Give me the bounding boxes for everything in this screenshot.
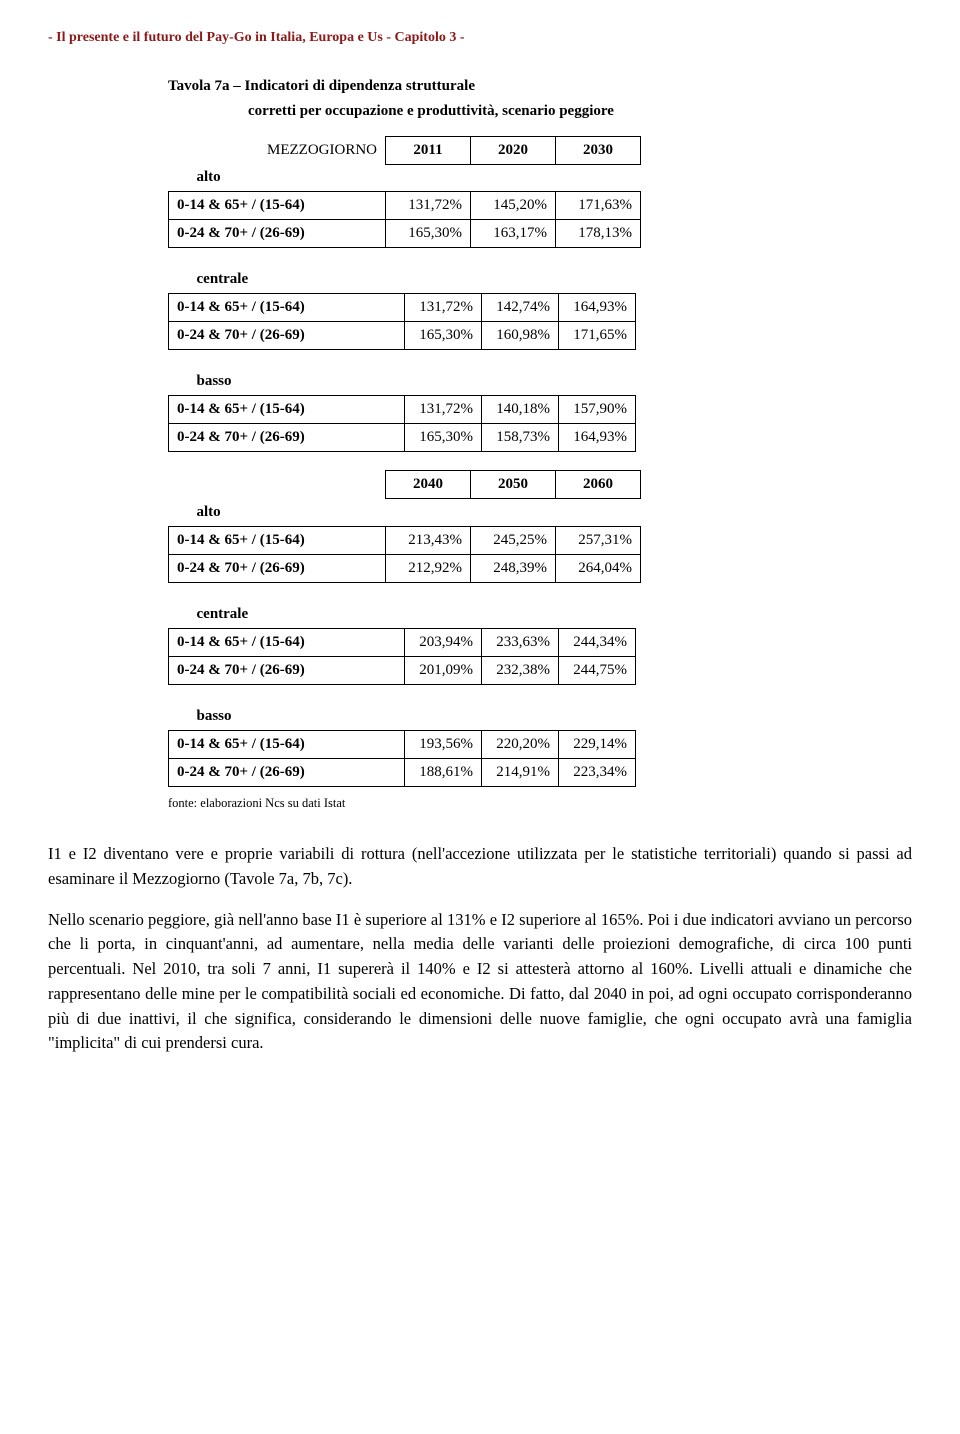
table-row: 0-24 & 70+ / (26-69) 201,09% 232,38% 244… xyxy=(169,656,636,684)
row-label: 0-14 & 65+ / (15-64) xyxy=(169,526,386,554)
year-2011: 2011 xyxy=(386,136,471,164)
scenario-alto-2: alto xyxy=(169,499,386,527)
paragraph-2: Nello scenario peggiore, già nell'anno b… xyxy=(48,908,912,1057)
table-7a: Tavola 7a – Indicatori di dipendenza str… xyxy=(168,76,912,813)
table-row: 0-14 & 65+ / (15-64) 203,94% 233,63% 244… xyxy=(169,628,636,656)
table-block-1-centrale: centrale 0-14 & 65+ / (15-64) 131,72% 14… xyxy=(168,266,636,350)
row-label: 0-14 & 65+ / (15-64) xyxy=(169,396,405,424)
region-label: MEZZOGIORNO xyxy=(169,136,386,164)
table-row: 0-24 & 70+ / (26-69) 188,61% 214,91% 223… xyxy=(169,758,636,786)
row-label: 0-24 & 70+ / (26-69) xyxy=(169,656,405,684)
scenario-centrale-1: centrale xyxy=(169,266,405,294)
table-block-1: MEZZOGIORNO 2011 2020 2030 alto 0-14 & 6… xyxy=(168,136,641,249)
year-2050: 2050 xyxy=(471,471,556,499)
table-row: 0-14 & 65+ / (15-64) 193,56% 220,20% 229… xyxy=(169,730,636,758)
table-title-line1: Tavola 7a – Indicatori di dipendenza str… xyxy=(168,76,912,97)
table-row: 0-24 & 70+ / (26-69) 165,30% 163,17% 178… xyxy=(169,220,641,248)
year-2020: 2020 xyxy=(471,136,556,164)
row-label: 0-24 & 70+ / (26-69) xyxy=(169,554,386,582)
page-header: - Il presente e il futuro del Pay-Go in … xyxy=(48,28,912,48)
table-title-line2: corretti per occupazione e produttività,… xyxy=(248,101,912,122)
row-label: 0-14 & 65+ / (15-64) xyxy=(169,294,405,322)
year-2030: 2030 xyxy=(556,136,641,164)
scenario-centrale-2: centrale xyxy=(169,601,405,629)
table-block-2: 2040 2050 2060 alto 0-14 & 65+ / (15-64)… xyxy=(168,470,641,583)
table-block-2-centrale: centrale 0-14 & 65+ / (15-64) 203,94% 23… xyxy=(168,601,636,685)
row-label: 0-14 & 65+ / (15-64) xyxy=(169,628,405,656)
source-note: fonte: elaborazioni Ncs su dati Istat xyxy=(168,795,912,813)
year-2060: 2060 xyxy=(556,471,641,499)
table-row: 0-14 & 65+ / (15-64) 131,72% 142,74% 164… xyxy=(169,294,636,322)
row-label: 0-24 & 70+ / (26-69) xyxy=(169,424,405,452)
year-2040: 2040 xyxy=(386,471,471,499)
scenario-basso-1: basso xyxy=(169,368,405,396)
table-row: 0-24 & 70+ / (26-69) 212,92% 248,39% 264… xyxy=(169,554,641,582)
table-block-1-basso: basso 0-14 & 65+ / (15-64) 131,72% 140,1… xyxy=(168,368,636,452)
scenario-alto-1: alto xyxy=(169,164,386,192)
table-row: 0-14 & 65+ / (15-64) 213,43% 245,25% 257… xyxy=(169,526,641,554)
table-row: 0-24 & 70+ / (26-69) 165,30% 158,73% 164… xyxy=(169,424,636,452)
scenario-basso-2: basso xyxy=(169,703,405,731)
row-label: 0-14 & 65+ / (15-64) xyxy=(169,730,405,758)
table-row: 0-14 & 65+ / (15-64) 131,72% 140,18% 157… xyxy=(169,396,636,424)
row-label: 0-24 & 70+ / (26-69) xyxy=(169,758,405,786)
paragraph-1: I1 e I2 diventano vere e proprie variabi… xyxy=(48,842,912,892)
table-row: 0-14 & 65+ / (15-64) 131,72% 145,20% 171… xyxy=(169,192,641,220)
table-block-2-basso: basso 0-14 & 65+ / (15-64) 193,56% 220,2… xyxy=(168,703,636,787)
table-row: 0-24 & 70+ / (26-69) 165,30% 160,98% 171… xyxy=(169,322,636,350)
row-label: 0-24 & 70+ / (26-69) xyxy=(169,322,405,350)
row-label: 0-24 & 70+ / (26-69) xyxy=(169,220,386,248)
row-label: 0-14 & 65+ / (15-64) xyxy=(169,192,386,220)
